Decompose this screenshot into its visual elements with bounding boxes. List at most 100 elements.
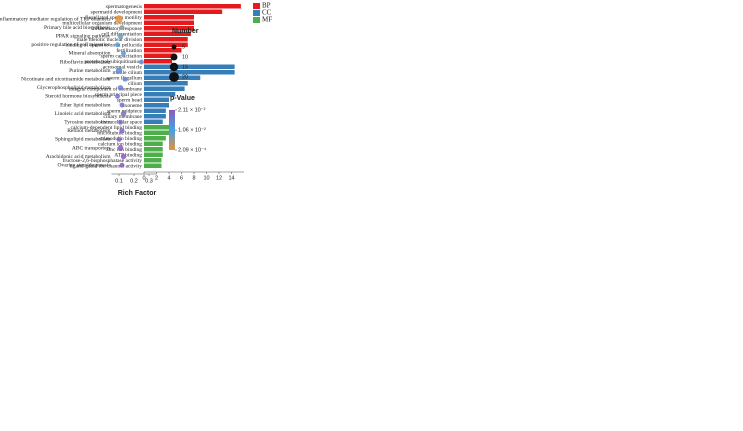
legend-label: BP: [262, 2, 271, 10]
bar: [144, 42, 188, 47]
y-tick-label: zinc ion binding: [106, 147, 142, 153]
bubble: [119, 25, 125, 31]
y-tick-label: Retinol metabolism: [67, 128, 111, 134]
color-bar: [169, 110, 175, 150]
size-legend-title: Number: [172, 28, 199, 35]
bar: [144, 20, 194, 25]
bar: [144, 92, 176, 97]
bar: [144, 147, 163, 152]
y-tick-label: binding of sperm to zona pellucida: [65, 42, 142, 49]
y-tick-label: multicellular organism development: [62, 21, 142, 27]
bar: [144, 15, 194, 20]
x-tick-label: 4: [167, 175, 170, 181]
bubble: [115, 93, 120, 99]
bar: [144, 81, 188, 86]
bar: [144, 59, 173, 64]
y-tick-label: Glycerophospholipid metabolism: [37, 85, 111, 91]
size-legend-label: 15: [182, 64, 188, 70]
y-tick-label: positive regulation of cell migration: [31, 41, 110, 48]
bubble: [139, 59, 144, 65]
y-tick-label: Inflammatory response: [91, 25, 142, 32]
bubble: [117, 85, 124, 91]
bar: [144, 114, 166, 119]
y-tick-label: Riboflavin metabolism: [60, 58, 111, 65]
x-tick-label: 0.3: [145, 178, 153, 184]
y-tick-label: cilium: [128, 81, 143, 87]
size-legend-label: 10: [182, 54, 188, 60]
y-tick-label: ABC transporters: [72, 145, 111, 151]
bubble: [117, 145, 124, 151]
bar: [144, 158, 162, 163]
bar: [144, 103, 169, 108]
bar: [144, 152, 163, 157]
bar: [144, 37, 188, 42]
bar: [144, 70, 235, 75]
bar: [144, 141, 163, 146]
y-tick-label: calcium ion binding: [98, 142, 142, 148]
x-tick-label: 2: [155, 175, 158, 181]
bubble: [115, 67, 123, 74]
x-tick-label: 0.2: [130, 178, 138, 184]
bar: [144, 125, 169, 130]
legend-swatch: [253, 3, 260, 9]
bubble: [115, 42, 120, 48]
y-tick-label: Tyrosine metabolism: [64, 119, 111, 125]
bar: [144, 97, 169, 102]
y-tick-label: Ovarian steroidogenesis: [58, 162, 111, 168]
y-tick-label: PPAR signaling pathway: [56, 33, 111, 39]
bar: [144, 130, 169, 135]
size-legend-dot: [170, 53, 178, 61]
bubble: [119, 102, 125, 108]
y-tick-label: Steroid hormone biosynthesis: [45, 94, 110, 100]
bar: [144, 86, 185, 91]
bubble: [118, 119, 123, 125]
y-tick-label: axoneme: [122, 103, 142, 109]
x-tick-label: 14: [228, 175, 234, 181]
y-tick-label: flagellated sperm motility: [85, 14, 142, 21]
bubble: [115, 15, 123, 23]
x-tick-label: 0: [142, 175, 145, 181]
y-tick-label: Mineral absorption: [68, 51, 110, 57]
legend-label: CC: [262, 9, 272, 17]
bubble: [119, 128, 125, 134]
y-tick-label: fertilization: [116, 47, 142, 54]
x-tick-label: 6: [180, 175, 183, 181]
size-legend-label: 20: [182, 74, 188, 80]
bar: [144, 31, 191, 36]
bar: [144, 48, 182, 53]
bubble: [121, 50, 126, 56]
bar: [144, 136, 166, 141]
y-tick-label: ATP binding: [114, 153, 142, 159]
bubble: [120, 110, 127, 117]
y-tick-label: Purine metabolism: [69, 68, 111, 74]
y-tick-label: integral component of membrane: [69, 86, 143, 93]
bar: [144, 53, 176, 58]
y-tick-label: ligand-gated ion channel activity: [70, 164, 142, 170]
y-tick-label: Primary bile acid biosynthesis: [44, 25, 110, 31]
y-tick-label: ciliary membrane: [103, 114, 142, 120]
x-axis-title: Rich Factor: [118, 190, 157, 197]
color-tick-label: 2.11 × 10⁻²: [178, 107, 206, 113]
y-tick-label: motile cilium: [113, 70, 143, 76]
y-tick-label: protein polyubiquitination: [84, 59, 142, 65]
y-tick-label: Sphingolipid metabolism: [55, 137, 111, 143]
bar: [144, 64, 235, 69]
bubble: [122, 76, 128, 82]
x-tick-label: 8: [192, 175, 195, 181]
size-legend-dot: [169, 62, 179, 72]
bubble: [119, 162, 125, 168]
y-tick-label: sperm capacitation: [101, 54, 143, 60]
bubble: [116, 136, 122, 142]
x-tick-label: 12: [216, 175, 222, 181]
y-tick-label: spermatogenesis: [106, 4, 142, 10]
color-tick-label: 2.09 × 10⁻⁴: [178, 146, 207, 153]
y-tick-label: calcium-dependent lipid binding: [71, 125, 143, 131]
size-legend-label: 5: [182, 44, 185, 50]
y-tick-label: Ether lipid metabolism: [60, 102, 111, 108]
legend-label: MF: [262, 16, 272, 24]
x-tick-label: 0.1: [115, 178, 123, 184]
bar: [144, 119, 163, 124]
y-tick-label: Nicotinate and nicotinamide metabolism: [21, 76, 111, 82]
bubble: [120, 153, 127, 160]
